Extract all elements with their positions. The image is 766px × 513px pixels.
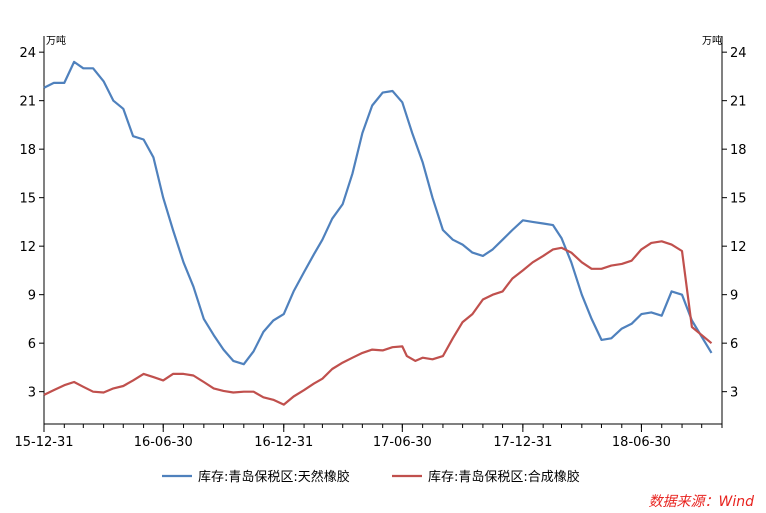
- left-y-tick-label: 18: [19, 143, 36, 158]
- left-y-tick-label: 21: [19, 95, 36, 110]
- left-y-tick-label: 9: [28, 289, 36, 304]
- series-line-2: [43, 240, 713, 406]
- right-y-tick-label: 18: [730, 143, 747, 158]
- left-y-tick-label: 24: [19, 46, 36, 61]
- right-y-tick-label: 21: [730, 95, 747, 110]
- left-y-tick-label: 3: [28, 386, 36, 401]
- x-tick-label: 16-06-30: [134, 435, 193, 450]
- right-y-tick-label: 3: [730, 386, 738, 401]
- x-tick-label: 17-12-31: [493, 435, 552, 450]
- x-tick-label: 15-12-31: [14, 435, 73, 450]
- legend: 库存:青岛保税区:天然橡胶 库存:青岛保税区:合成橡胶: [162, 469, 580, 485]
- x-tick-label: 17-06-30: [373, 435, 432, 450]
- right-y-tick-label: 9: [730, 289, 738, 304]
- data-source-note: 数据来源：Wind: [648, 494, 755, 510]
- right-y-tick-label: 6: [730, 337, 738, 352]
- left-unit-label: 万吨: [46, 34, 66, 47]
- x-tick-label: 16-12-31: [254, 435, 313, 450]
- series-line-1: [43, 60, 713, 366]
- right-unit-label: 万吨: [702, 34, 722, 47]
- legend-label-2: 库存:青岛保税区:合成橡胶: [428, 469, 580, 485]
- right-y-tick-label: 15: [730, 192, 747, 207]
- left-y-tick-label: 15: [19, 192, 36, 207]
- left-y-tick-label: 6: [28, 337, 36, 352]
- right-y-tick-label: 12: [730, 240, 747, 255]
- series-layer: [43, 60, 713, 406]
- x-tick-label: 18-06-30: [612, 435, 671, 450]
- right-y-tick-label: 24: [730, 46, 747, 61]
- left-y-tick-label: 12: [19, 240, 36, 255]
- axes: 3 3 6 6 9 9 12 12 15 15 18 18 21 21 24 24 15-12-31 16-06-…: [14, 36, 747, 450]
- legend-label-1: 库存:青岛保税区:天然橡胶: [198, 469, 350, 485]
